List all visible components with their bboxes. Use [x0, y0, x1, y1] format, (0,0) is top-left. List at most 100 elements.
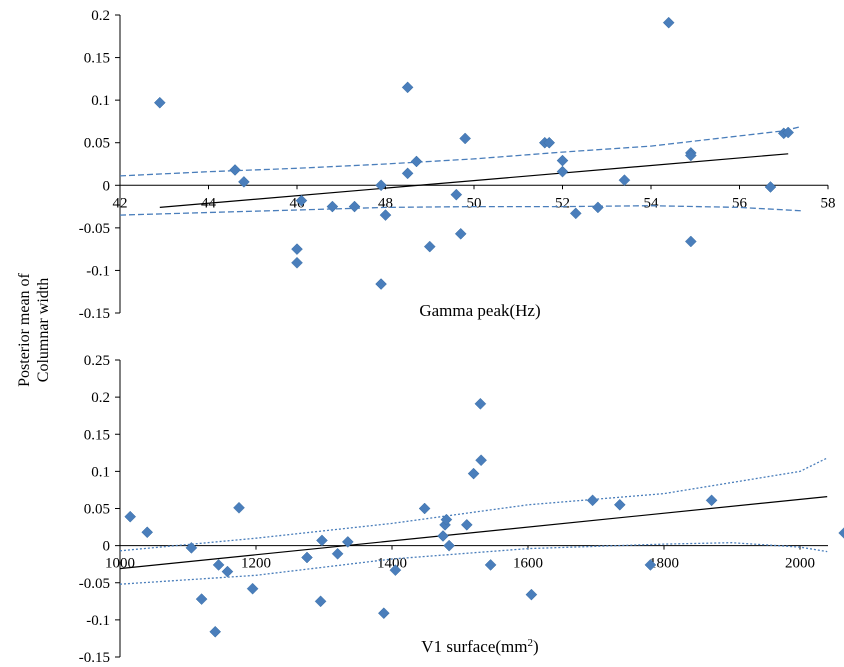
regression-line [159, 153, 789, 208]
data-point [233, 501, 245, 514]
data-point [592, 201, 604, 214]
x-tick-label: 50 [467, 195, 482, 211]
y-tick-label: 0.15 [84, 51, 110, 67]
data-point [443, 539, 455, 552]
x-tick-label: 58 [821, 195, 836, 211]
x-axis-label: V1 surface(mm2) [421, 637, 538, 656]
y-tick-label: -0.05 [79, 576, 110, 592]
data-point [838, 527, 844, 539]
y-axis-label-line1: Posterior mean of [16, 272, 33, 386]
y-tick-label: -0.05 [79, 221, 110, 237]
ci-upper-line [119, 125, 802, 177]
y-tick-label: -0.15 [79, 650, 110, 666]
data-point [401, 167, 414, 180]
y-tick-label: 0.2 [91, 390, 110, 406]
data-point [467, 467, 480, 480]
data-point [295, 194, 308, 207]
y-tick-label: -0.1 [86, 263, 110, 279]
data-point [423, 240, 436, 253]
data-point [389, 564, 402, 576]
data-point [782, 126, 795, 139]
data-point [410, 155, 423, 168]
data-point [556, 165, 569, 178]
data-point [379, 209, 392, 221]
data-point [450, 188, 463, 201]
data-point [569, 207, 582, 220]
x-tick-label: 1800 [649, 556, 679, 572]
y-axis-label-line2: Columnar width [35, 278, 52, 382]
y-tick-label: 0.25 [84, 353, 110, 369]
x-axis-label-end: ) [533, 637, 539, 656]
y-tick-label: 0.15 [84, 427, 110, 443]
data-point [375, 278, 387, 290]
x-tick-label: 54 [644, 195, 660, 211]
data-point [246, 582, 259, 595]
data-point [475, 454, 487, 467]
data-point [764, 181, 777, 193]
data-point [613, 498, 626, 511]
v1-surface-chart: -0.15 -0.1 -0.05 0 0.05 0.1 0.15 0.2 0.25 1000 120… [79, 353, 844, 666]
y-tick-label: -0.15 [79, 306, 110, 322]
data-point [291, 256, 303, 269]
data-point [326, 200, 339, 213]
y-tick-label: -0.1 [86, 613, 110, 629]
data-point [195, 593, 208, 605]
data-point [153, 96, 166, 109]
y-tick-label: 0 [103, 178, 111, 194]
data-point [316, 534, 328, 547]
ci-upper-line [119, 457, 828, 552]
x-tick-label: 1200 [241, 556, 271, 572]
data-point [543, 136, 556, 149]
x-axis-label: Gamma peak(Hz) [419, 301, 540, 320]
data-point [460, 518, 473, 531]
x-tick-label: 42 [113, 195, 128, 211]
data-point [375, 179, 387, 192]
data-point [229, 164, 241, 176]
data-point [618, 174, 631, 187]
ci-lower-line [119, 542, 828, 585]
data-point [341, 536, 354, 548]
data-point [314, 595, 327, 608]
data-point [377, 607, 390, 620]
y-tick-label: 0.05 [84, 502, 110, 518]
data-point [556, 154, 569, 167]
y-tick-label: 0.1 [91, 93, 110, 109]
data-point [454, 227, 467, 240]
data-point [291, 243, 303, 255]
data-point [209, 625, 222, 638]
x-tick-label: 1600 [513, 556, 543, 572]
x-tick-label: 48 [378, 195, 393, 211]
data-point [301, 551, 313, 564]
y-tick-label: 0.1 [91, 464, 110, 480]
data-point [586, 494, 599, 507]
data-point [644, 559, 657, 571]
data-point [662, 16, 675, 29]
data-point [684, 235, 697, 248]
data-point [437, 530, 449, 542]
x-tick-label: 52 [555, 195, 570, 211]
x-tick-label: 2000 [785, 556, 815, 572]
y-tick-label: 0 [103, 539, 111, 555]
data-point [474, 397, 487, 410]
data-point [348, 200, 361, 213]
y-tick-label: 0.05 [84, 136, 110, 152]
ci-lower-line [119, 205, 802, 216]
data-point [124, 510, 137, 523]
x-tick-label: 56 [732, 195, 748, 211]
data-point [440, 513, 453, 526]
data-point [684, 149, 697, 162]
data-point [331, 547, 344, 560]
data-point [401, 81, 414, 94]
data-point [705, 494, 718, 507]
regression-line [119, 496, 828, 570]
y-tick-label: 0.2 [91, 8, 110, 24]
data-point [484, 559, 497, 571]
data-point [221, 565, 234, 578]
data-point [238, 176, 250, 188]
data-point [459, 132, 472, 145]
data-point [141, 526, 154, 539]
data-point [212, 559, 225, 571]
x-tick-label: 1000 [105, 556, 135, 572]
data-point [185, 541, 198, 554]
